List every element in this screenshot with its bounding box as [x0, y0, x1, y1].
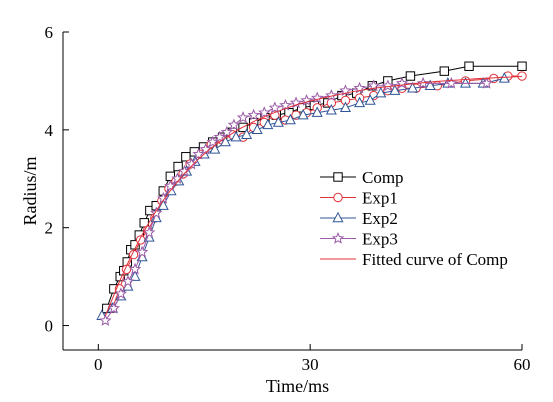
legend-label-exp3: Exp3 — [362, 230, 398, 249]
series-fitted-curve-of-comp — [104, 76, 523, 316]
data-point-exp3 — [247, 108, 260, 121]
data-point-exp2 — [272, 116, 284, 127]
data-point-exp3 — [445, 76, 458, 89]
legend-label-comp: Comp — [362, 168, 404, 187]
legend-marker-comp — [333, 172, 343, 182]
data-point-exp3 — [325, 89, 338, 101]
data-point-exp2 — [311, 106, 323, 117]
y-tick-label: 4 — [45, 121, 54, 140]
x-tick-label: 0 — [94, 355, 103, 374]
data-point-exp3 — [142, 226, 156, 238]
data-point-exp2 — [241, 128, 253, 139]
data-point-comp — [405, 71, 416, 81]
data-point-comp — [517, 61, 527, 71]
data-point-exp2 — [262, 118, 274, 130]
data-point-exp3 — [480, 76, 493, 89]
x-axis-label: Time/ms — [266, 376, 329, 396]
data-point-comp — [145, 205, 155, 216]
data-point-comp — [173, 161, 183, 172]
data-point-exp3 — [381, 79, 395, 92]
data-point-comp — [439, 66, 450, 76]
data-point-exp2 — [364, 94, 376, 105]
data-point-exp2 — [325, 104, 337, 115]
data-point-exp3 — [220, 125, 234, 138]
data-point-comp — [464, 61, 474, 71]
data-point-exp2 — [284, 113, 296, 125]
y-tick-label: 2 — [45, 219, 54, 238]
data-point-exp2 — [297, 108, 309, 120]
legend-marker-exp3 — [331, 232, 345, 244]
legend-marker-exp1 — [333, 192, 343, 203]
data-point-exp3 — [99, 314, 112, 326]
data-point-exp2 — [230, 130, 242, 142]
series-line-fitted-curve-of-comp — [104, 76, 523, 316]
chart-axes: 0 30 60 0 2 4 6 — [45, 23, 531, 374]
data-point-exp2 — [157, 199, 169, 210]
data-point-exp3 — [258, 106, 271, 118]
legend-label-fitted-curve-of-comp: Fitted curve of Comp — [362, 250, 508, 269]
data-point-exp3 — [268, 101, 282, 114]
data-point-exp3 — [236, 111, 250, 123]
data-point-exp2 — [354, 96, 366, 108]
y-tick-label: 6 — [45, 23, 54, 42]
legend-item-comp: Comp — [320, 168, 404, 187]
legend-item-exp2: Exp2 — [320, 209, 398, 228]
data-point-exp2 — [459, 77, 472, 88]
data-point-exp2 — [339, 101, 351, 113]
legend-item-exp3: Exp3 — [320, 230, 398, 249]
series-layer — [96, 61, 527, 326]
legend-marker-exp2 — [332, 211, 344, 223]
data-point-exp3 — [135, 245, 149, 258]
legend-label-exp1: Exp1 — [362, 189, 398, 208]
data-point-exp3 — [227, 118, 241, 131]
x-tick-label: 30 — [302, 355, 319, 374]
y-tick-label: 0 — [45, 317, 54, 336]
data-point-exp2 — [389, 84, 401, 95]
data-point-comp — [181, 152, 191, 162]
y-axis-label: Radius/m — [20, 156, 40, 225]
data-point-exp2 — [251, 123, 263, 135]
x-tick-label: 60 — [514, 355, 531, 374]
data-point-exp3 — [128, 262, 142, 275]
data-point-exp1 — [517, 71, 527, 81]
data-point-exp3 — [107, 301, 121, 314]
data-point-exp2 — [129, 270, 141, 281]
data-point-exp2 — [424, 79, 436, 91]
legend-item-exp1: Exp1 — [320, 189, 398, 208]
data-point-exp2 — [407, 81, 419, 93]
data-point-exp2 — [375, 86, 387, 98]
data-point-exp3 — [121, 275, 135, 287]
legend-item-fitted-curve-of-comp: Fitted curve of Comp — [320, 250, 508, 269]
legend-label-exp2: Exp2 — [362, 209, 398, 228]
data-point-exp2 — [209, 143, 221, 154]
data-point-exp3 — [114, 287, 128, 300]
